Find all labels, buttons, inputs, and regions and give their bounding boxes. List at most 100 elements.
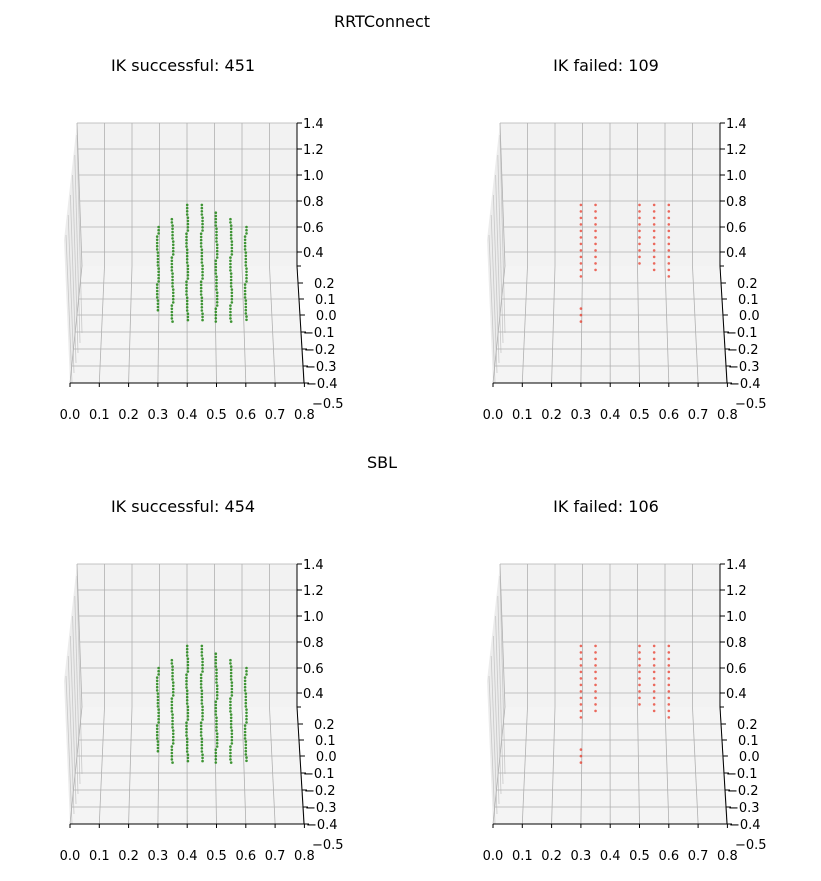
data-point (230, 237, 233, 240)
x-tick-label: 0.3 (571, 849, 592, 864)
x-tick-label: 0.0 (483, 849, 504, 864)
data-point (653, 204, 656, 207)
data-point (668, 697, 671, 700)
data-point (157, 692, 160, 695)
data-point (171, 276, 174, 279)
data-point (186, 248, 189, 251)
data-point (216, 253, 219, 256)
data-point (201, 645, 204, 648)
data-point (156, 248, 159, 251)
data-point (201, 223, 204, 226)
data-point (171, 308, 174, 311)
x-tick-label: 0.3 (571, 408, 592, 423)
data-point (201, 670, 204, 673)
data-point (594, 210, 597, 213)
data-point (216, 304, 219, 307)
data-point (594, 651, 597, 654)
data-point (215, 713, 218, 716)
data-point (245, 750, 248, 753)
data-point (201, 309, 204, 312)
data-point (245, 258, 248, 261)
data-point (594, 243, 597, 246)
data-point (245, 696, 248, 699)
data-point (580, 314, 583, 317)
data-point (580, 320, 583, 323)
data-point (171, 707, 174, 710)
data-point (185, 731, 188, 734)
data-point (668, 223, 671, 226)
data-point (156, 245, 159, 248)
data-point (215, 700, 218, 703)
data-point (200, 683, 203, 686)
data-point (229, 266, 232, 269)
x-tick-label: 0.4 (600, 849, 621, 864)
data-point (157, 258, 160, 261)
data-point (668, 269, 671, 272)
data-point (230, 761, 233, 764)
data-point (216, 295, 219, 298)
data-point (185, 721, 188, 724)
data-point (200, 239, 203, 242)
data-point (245, 319, 248, 322)
data-point (215, 314, 218, 317)
data-point (668, 710, 671, 713)
x-tick-label: 0.3 (148, 408, 169, 423)
data-point (245, 718, 248, 721)
x-tick-label: 0.1 (512, 408, 533, 423)
data-point (200, 290, 203, 293)
data-point (244, 248, 247, 251)
data-point (157, 261, 160, 264)
data-point (229, 745, 232, 748)
data-point (186, 213, 189, 216)
data-point (580, 716, 583, 719)
data-point (186, 210, 189, 213)
data-point (157, 229, 160, 232)
data-point (200, 673, 203, 676)
data-point (229, 314, 232, 317)
data-point (580, 703, 583, 706)
data-point (215, 758, 218, 761)
data-point (215, 288, 218, 291)
x-tick-label: 0.3 (148, 849, 169, 864)
data-point (244, 293, 247, 296)
data-point (156, 242, 159, 245)
data-point (245, 306, 248, 309)
data-point (172, 288, 175, 291)
data-point (580, 269, 583, 272)
data-point (157, 667, 160, 670)
x-tick-label: 0.6 (235, 849, 256, 864)
data-point (157, 721, 160, 724)
subplot-title: IK failed: 109 (553, 56, 659, 75)
data-point (638, 703, 641, 706)
data-point (215, 752, 218, 755)
z-tick-label: 0.4 (303, 246, 324, 261)
data-point (668, 684, 671, 687)
data-point (187, 664, 190, 667)
data-point (215, 665, 218, 668)
data-point (230, 669, 233, 672)
data-point (186, 645, 189, 648)
data-point (200, 686, 203, 689)
data-point (171, 320, 174, 323)
data-point (580, 677, 583, 680)
data-point (201, 204, 204, 207)
z-tick-label: 0.8 (303, 636, 324, 651)
data-point (201, 248, 204, 251)
data-point (231, 240, 234, 243)
data-point (215, 704, 218, 707)
data-point (186, 204, 189, 207)
data-point (185, 728, 188, 731)
x-tick-label: 0.7 (265, 849, 286, 864)
subplot-title: IK failed: 106 (553, 497, 659, 516)
data-point (245, 232, 248, 235)
data-point (245, 667, 248, 670)
data-point (157, 696, 160, 699)
data-point (215, 652, 218, 655)
data-point (215, 266, 218, 269)
data-point (230, 279, 233, 282)
data-point (185, 683, 188, 686)
data-point (187, 316, 190, 319)
data-point (594, 262, 597, 265)
data-point (186, 258, 189, 261)
